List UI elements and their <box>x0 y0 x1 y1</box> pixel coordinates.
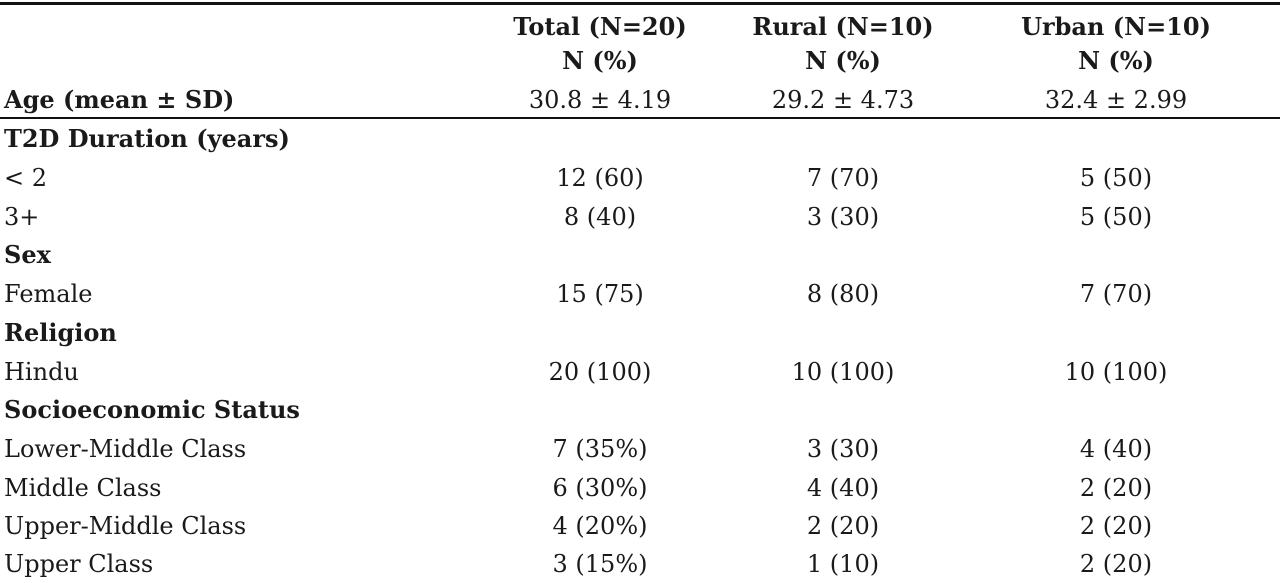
cell-urban: 5 (50) <box>1079 164 1153 192</box>
cell-total: 30.8 ± 4.19 <box>528 86 672 114</box>
cell-rural: 3 (30) <box>806 203 880 231</box>
cell-urban: 32.4 ± 2.99 <box>1044 86 1188 114</box>
table-row: Hindu 20 (100) 10 (100) 10 (100) <box>0 353 1280 391</box>
row-label: Upper Class <box>4 550 154 578</box>
cell-urban: 5 (50) <box>1079 203 1153 231</box>
row-label: Female <box>4 280 93 308</box>
row-label: Middle Class <box>4 474 162 502</box>
header-rule <box>0 117 1280 119</box>
cell-urban: 4 (40) <box>1079 435 1153 463</box>
table-row: Age (mean ± SD) 30.8 ± 4.19 29.2 ± 4.73 … <box>0 81 1280 119</box>
table-row: Religion <box>0 314 1280 352</box>
table-row: 3+ 8 (40) 3 (30) 5 (50) <box>0 198 1280 236</box>
header-urban-sub: N (%) <box>1078 46 1154 75</box>
row-label: Hindu <box>4 358 79 386</box>
cell-urban: 2 (20) <box>1079 512 1153 540</box>
header-urban-title: Urban (N=10) <box>1021 12 1211 41</box>
cell-urban: 7 (70) <box>1079 280 1153 308</box>
row-label: < 2 <box>4 164 48 192</box>
cell-total: 6 (30%) <box>552 474 648 502</box>
cell-total: 12 (60) <box>556 164 644 192</box>
row-label: Socioeconomic Status <box>4 395 300 424</box>
table-row: Sex <box>0 236 1280 274</box>
cell-rural: 4 (40) <box>806 474 880 502</box>
header-total-sub: N (%) <box>562 46 638 75</box>
row-label: Religion <box>4 318 117 347</box>
cell-rural: 8 (80) <box>806 280 880 308</box>
cell-total: 3 (15%) <box>552 550 648 578</box>
row-label: Age (mean ± SD) <box>4 85 235 114</box>
table-row: Upper-Middle Class 4 (20%) 2 (20) 2 (20) <box>0 507 1280 545</box>
header-rural-title: Rural (N=10) <box>752 12 934 41</box>
cell-urban: 2 (20) <box>1079 474 1153 502</box>
cell-total: 20 (100) <box>548 358 652 386</box>
row-label: Lower-Middle Class <box>4 435 247 463</box>
header-rural-sub: N (%) <box>805 46 881 75</box>
table-row: Upper Class 3 (15%) 1 (10) 2 (20) <box>0 545 1280 583</box>
header-row: Total (N=20) N (%) Rural (N=10) N (%) Ur… <box>0 10 1280 80</box>
cell-total: 7 (35%) <box>552 435 648 463</box>
cell-urban: 10 (100) <box>1064 358 1168 386</box>
header-rural: Rural (N=10) N (%) <box>743 10 943 78</box>
cell-rural: 10 (100) <box>791 358 895 386</box>
cell-total: 15 (75) <box>556 280 644 308</box>
row-label: Upper-Middle Class <box>4 512 247 540</box>
header-total: Total (N=20) N (%) <box>500 10 700 78</box>
table-row: T2D Duration (years) <box>0 120 1280 158</box>
row-label: Sex <box>4 240 51 269</box>
top-rule <box>0 2 1280 5</box>
cell-rural: 3 (30) <box>806 435 880 463</box>
cell-total: 8 (40) <box>563 203 637 231</box>
table-row: Socioeconomic Status <box>0 391 1280 429</box>
cell-total: 4 (20%) <box>552 512 648 540</box>
header-urban: Urban (N=10) N (%) <box>1016 10 1216 78</box>
cell-rural: 2 (20) <box>806 512 880 540</box>
table-row: Lower-Middle Class 7 (35%) 3 (30) 4 (40) <box>0 430 1280 468</box>
table-row: Female 15 (75) 8 (80) 7 (70) <box>0 275 1280 313</box>
header-total-title: Total (N=20) <box>513 12 687 41</box>
table-row: Middle Class 6 (30%) 4 (40) 2 (20) <box>0 469 1280 507</box>
cell-rural: 29.2 ± 4.73 <box>771 86 915 114</box>
row-label: 3+ <box>4 203 40 231</box>
cell-urban: 2 (20) <box>1079 550 1153 578</box>
cell-rural: 7 (70) <box>806 164 880 192</box>
table-row: < 2 12 (60) 7 (70) 5 (50) <box>0 159 1280 197</box>
row-label: T2D Duration (years) <box>4 124 290 153</box>
cell-rural: 1 (10) <box>806 550 880 578</box>
